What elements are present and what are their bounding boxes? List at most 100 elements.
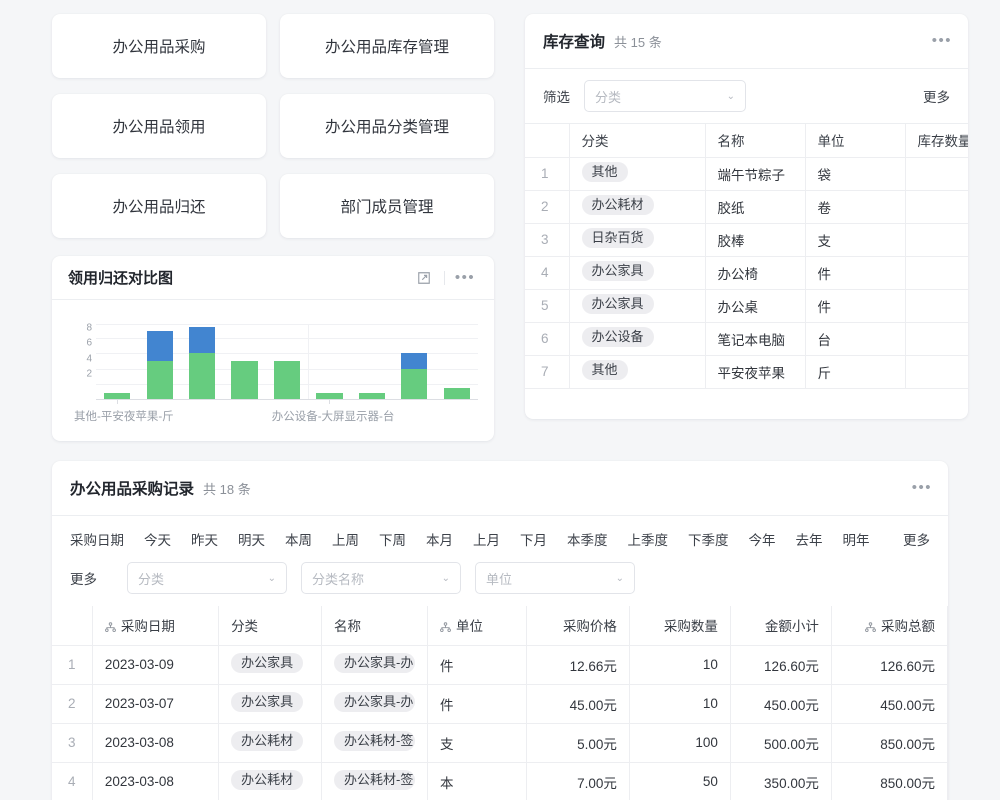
shortcut-tile[interactable]: 办公用品分类管理 (280, 94, 494, 158)
chart-bars (96, 323, 478, 399)
purchase-column-header[interactable]: 采购价格 (526, 606, 630, 646)
row-total: 450.00元 (831, 684, 948, 724)
inventory-column-header[interactable]: 单位 (805, 124, 906, 158)
column-label: 名称 (334, 619, 362, 635)
table-row[interactable]: 3 2023-03-08 办公耗材 办公耗材-签支 5.00元 100 500.00元 850… (52, 723, 948, 763)
purchase-column-header[interactable]: 采购数量 (629, 606, 731, 646)
table-row[interactable]: 4 办公家具 办公椅件 (525, 256, 968, 290)
inventory-title: 库存查询 (543, 34, 606, 51)
row-index: 6 (525, 322, 570, 356)
shortcut-tile[interactable]: 部门成员管理 (280, 174, 494, 238)
row-subtotal: 500.00元 (730, 723, 832, 763)
date-chip[interactable]: 本周 (285, 533, 312, 548)
row-qty: 10 (629, 684, 731, 724)
shortcut-tile[interactable]: 办公用品领用 (52, 94, 266, 158)
purchase-unit-select[interactable]: 单位 ⌄ (475, 562, 635, 594)
row-name: 胶棒 (705, 223, 806, 257)
date-chip[interactable]: 明年 (842, 533, 870, 548)
table-row[interactable]: 2 2023-03-07 办公家具 办公家具-办件 45.00元 10 450.00元 450… (52, 684, 948, 724)
purchase-column-header[interactable] (52, 606, 93, 646)
table-row[interactable]: 1 2023-03-09 办公家具 办公家具-办件 12.66元 10 126.60元 126… (52, 645, 948, 685)
date-chip[interactable]: 上月 (473, 533, 500, 548)
chart-bar[interactable] (443, 323, 470, 399)
filter-label: 筛选 (543, 90, 570, 105)
more-icon[interactable]: ••• (454, 268, 476, 286)
shortcut-tile[interactable]: 办公用品库存管理 (280, 14, 494, 78)
date-chip[interactable]: 上周 (332, 533, 359, 548)
inventory-category-select[interactable]: 分类 ⌄ (584, 80, 746, 112)
left-column: 办公用品采购 办公用品库存管理 办公用品领用 办公用品分类管理办公用品归还 部门成员管理… (52, 14, 494, 441)
date-chip[interactable]: 昨天 (191, 533, 218, 548)
row-date: 2023-03-08 (92, 762, 220, 800)
purchase-category-name-select[interactable]: 分类名称 ⌄ (301, 562, 461, 594)
purchase-category-select[interactable]: 分类 ⌄ (127, 562, 287, 594)
expand-icon[interactable] (409, 265, 439, 291)
date-chip[interactable]: 去年 (795, 533, 823, 548)
date-chip[interactable]: 下月 (520, 533, 547, 548)
date-chip[interactable]: 本月 (426, 533, 453, 548)
purchase-column-header[interactable]: 名称 (321, 606, 429, 646)
inventory-column-header[interactable] (525, 124, 570, 158)
purchase-count: 共 18 条 (203, 481, 251, 497)
inventory-count: 共 15 条 (614, 34, 662, 50)
inventory-column-header[interactable]: 库存数量 (905, 124, 968, 158)
chips-more-link[interactable]: 更多 (903, 533, 930, 548)
date-chip[interactable]: 下季度 (688, 533, 729, 548)
row-category: 办公设备 (569, 322, 706, 356)
chart-bar[interactable] (316, 323, 343, 399)
table-row[interactable]: 5 办公家具 办公桌件 (525, 289, 968, 323)
shortcut-tile-label: 办公用品分类管理 (324, 119, 449, 136)
row-index: 1 (52, 645, 93, 685)
table-row[interactable]: 4 2023-03-08 办公耗材 办公耗材-签本 7.00元 50 350.00元 850.… (52, 762, 948, 800)
inventory-table: 分类 名称 单位 库存数量 1 其他 端午节粽子袋 2 办公耗材 胶纸卷 3 日杂百货 胶棒支 4 办公家… (525, 124, 968, 389)
chart-x-tick (117, 400, 119, 404)
more-icon[interactable]: ••• (931, 32, 952, 49)
inventory-column-header[interactable]: 分类 (569, 124, 706, 158)
table-row[interactable]: 7 其他 平安夜苹果斤 (525, 355, 968, 389)
date-chip[interactable]: 下周 (379, 533, 406, 548)
date-chip[interactable]: 本季度 (567, 533, 608, 548)
purchase-column-header[interactable]: 金额小计 (730, 606, 832, 646)
chevron-down-icon: ⌄ (267, 572, 276, 584)
purchase-column-header[interactable]: 采购日期 (92, 606, 220, 646)
table-row[interactable]: 6 办公设备 笔记本电脑台 (525, 322, 968, 356)
chart-bar-segment-return (401, 353, 428, 369)
row-subtotal: 126.60元 (730, 645, 832, 685)
inventory-column-header[interactable]: 名称 (705, 124, 806, 158)
purchase-column-header[interactable]: 分类 (218, 606, 323, 646)
chart-bar[interactable] (231, 323, 258, 399)
row-category: 办公耗材 (218, 762, 323, 800)
shortcut-tile[interactable]: 办公用品归还 (52, 174, 266, 238)
chart-bar[interactable] (146, 323, 173, 399)
purchase-panel: 办公用品采购记录 共 18 条 ••• 采购日期 今天 昨天 明天 本周 上周 下周 本月 上… (52, 461, 948, 800)
chart-title: 领用归还对比图 (68, 270, 174, 287)
date-chip[interactable]: 今天 (144, 533, 171, 548)
more-icon[interactable]: ••• (911, 479, 932, 496)
chart-actions: ••• (409, 265, 480, 291)
chart-bar[interactable] (104, 323, 131, 399)
chart-bar[interactable] (188, 323, 216, 399)
more-row-label: 更多 (70, 572, 97, 587)
row-unit: 件 (805, 256, 906, 290)
chart-y-tick-label: 4 (86, 353, 92, 365)
table-row[interactable]: 1 其他 端午节粽子袋 (525, 157, 968, 191)
date-chip[interactable]: 今年 (748, 533, 776, 548)
table-row[interactable]: 3 日杂百货 胶棒支 (525, 223, 968, 257)
chart-bar-segment-issue (146, 361, 173, 399)
purchase-column-header[interactable]: 单位 (427, 606, 527, 646)
chart-bar[interactable] (273, 323, 301, 399)
date-chip[interactable]: 上季度 (627, 533, 669, 548)
purchase-select-row: 更多 分类 ⌄ 分类名称 ⌄ 单位 ⌄ (52, 558, 948, 606)
inventory-panel: 库存查询 共 15 条 ••• 筛选 分类 ⌄ 更多 分类 名称 单位 库存数量 (525, 14, 968, 419)
row-qty (905, 355, 968, 389)
date-chip[interactable]: 明天 (238, 533, 265, 548)
category-tag: 其他 (581, 162, 628, 182)
chart-bar-segment-return (188, 326, 216, 354)
shortcut-tile[interactable]: 办公用品采购 (52, 14, 266, 78)
inventory-more-link[interactable]: 更多 (923, 90, 950, 105)
chart-bar[interactable] (401, 323, 428, 399)
purchase-column-header[interactable]: 采购总额 (831, 606, 948, 646)
inventory-table-header-row: 分类 名称 单位 库存数量 (525, 124, 968, 158)
table-row[interactable]: 2 办公耗材 胶纸卷 (525, 190, 968, 224)
chart-bar[interactable] (358, 323, 385, 399)
